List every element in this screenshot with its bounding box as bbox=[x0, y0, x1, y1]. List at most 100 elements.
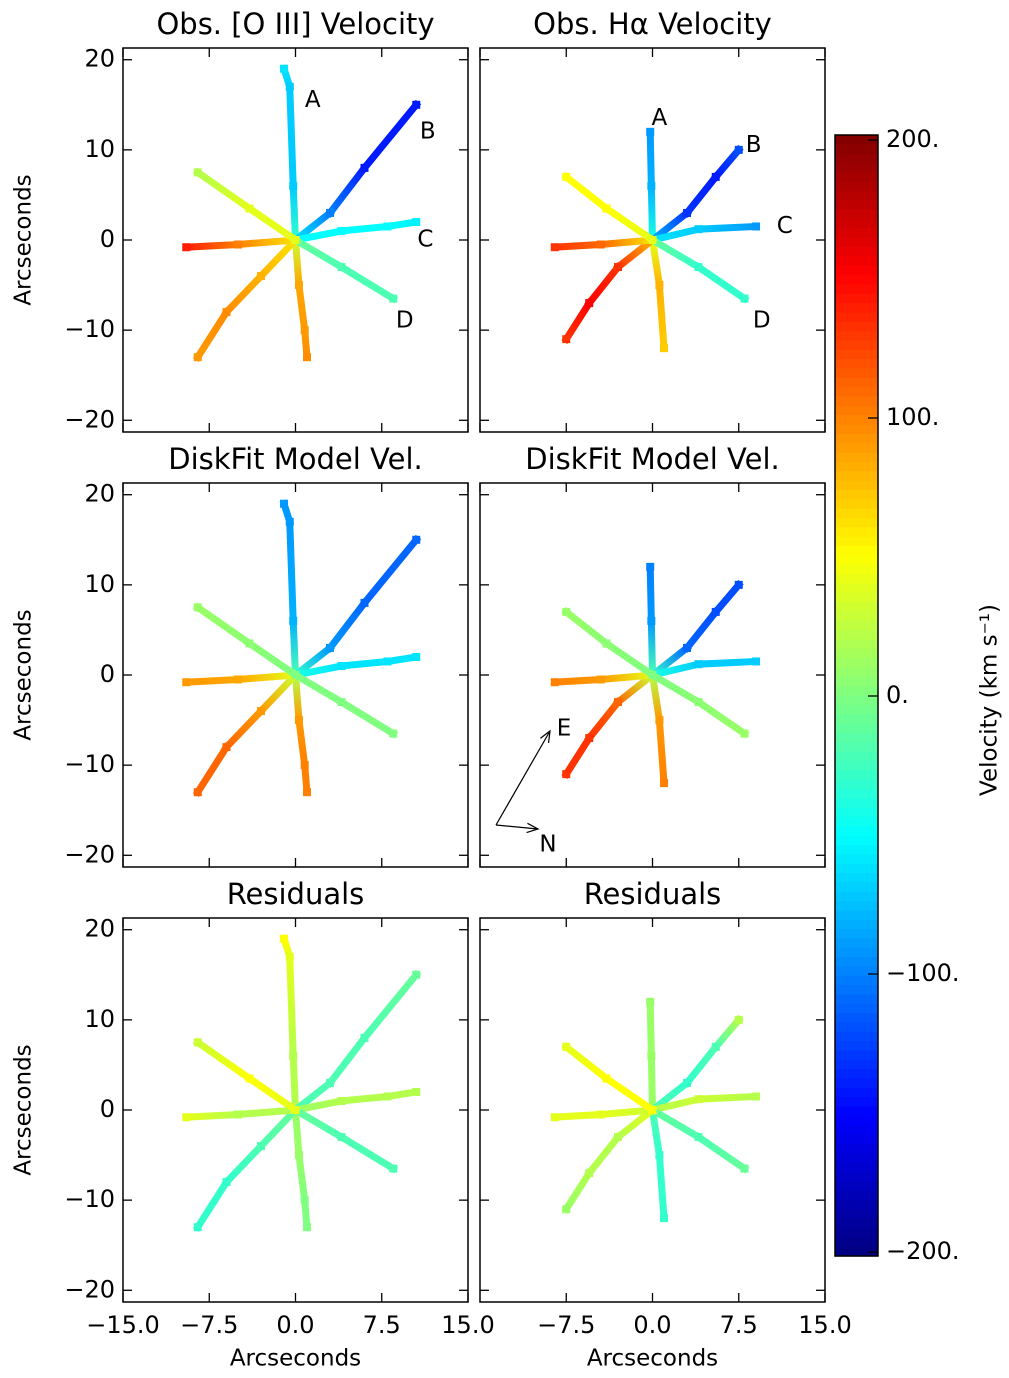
slit-segment bbox=[244, 1073, 301, 1115]
slit-pixel bbox=[655, 716, 664, 725]
slit-pixel bbox=[182, 678, 191, 687]
slit-segment bbox=[561, 171, 612, 214]
colorbar-strip bbox=[835, 1125, 878, 1136]
y-tick-label: 10 bbox=[84, 570, 115, 598]
slit-label: A bbox=[652, 105, 668, 131]
x-tick-label: −15.0 bbox=[86, 1311, 160, 1339]
colorbar-strip bbox=[835, 153, 878, 164]
slit-segment bbox=[337, 1092, 392, 1105]
colorbar-strip bbox=[835, 443, 878, 454]
y-axis-label: Arcseconds bbox=[11, 609, 37, 740]
slit-pixel bbox=[647, 181, 656, 190]
slit-segment bbox=[221, 1141, 266, 1188]
colorbar-strip bbox=[835, 471, 878, 482]
slit-segment bbox=[710, 579, 744, 617]
colorbar-strip bbox=[835, 359, 878, 370]
colorbar-strip bbox=[835, 872, 878, 883]
slit-segment bbox=[561, 1041, 612, 1084]
slit-pixel bbox=[193, 353, 202, 362]
slit-segment bbox=[693, 262, 750, 304]
colorbar-strip bbox=[835, 919, 878, 930]
slit-pixel bbox=[294, 716, 303, 725]
slit-segment bbox=[561, 1168, 595, 1214]
colorbar-strip bbox=[835, 732, 878, 743]
x-tick-label: −7.5 bbox=[180, 1311, 238, 1339]
slit-pixel bbox=[694, 225, 703, 234]
slit-pixel bbox=[389, 1164, 398, 1173]
colorbar-strip bbox=[835, 321, 878, 332]
colorbar-strip bbox=[835, 144, 878, 155]
slit-pixel bbox=[602, 204, 611, 213]
slit-pixel bbox=[326, 208, 334, 217]
colorbar-strip bbox=[835, 1069, 878, 1080]
slit-pixel bbox=[647, 1051, 656, 1060]
slit-segment bbox=[613, 235, 658, 272]
colorbar-strip bbox=[835, 247, 878, 258]
colorbar-strip bbox=[835, 704, 878, 715]
y-tick-label: 0 bbox=[100, 660, 115, 688]
slit-pixel bbox=[648, 236, 657, 244]
slit-pixel bbox=[326, 643, 334, 652]
slit-segment bbox=[561, 606, 612, 649]
slit-pixel bbox=[412, 652, 421, 661]
slit-segment bbox=[596, 1106, 657, 1119]
slit-pixel bbox=[182, 1113, 191, 1122]
colorbar-strip bbox=[835, 518, 878, 528]
slit-segment bbox=[337, 222, 392, 235]
colorbar-strip bbox=[835, 592, 878, 603]
slit-segment bbox=[648, 671, 664, 725]
compass-label: E bbox=[557, 716, 572, 742]
slit-pixel bbox=[412, 1087, 421, 1096]
slit-segment bbox=[290, 1105, 347, 1142]
slit-pixel bbox=[740, 1164, 749, 1173]
slit-label: B bbox=[746, 132, 762, 158]
slit-segment bbox=[584, 1132, 623, 1179]
slit-pixel bbox=[648, 1106, 657, 1114]
slit-pixel bbox=[234, 675, 242, 684]
slit-pixel bbox=[550, 1113, 559, 1122]
slit-segment bbox=[596, 671, 657, 684]
x-tick-label: −7.5 bbox=[537, 1311, 595, 1339]
slit-pixel bbox=[245, 1074, 254, 1083]
colorbar-strip bbox=[835, 798, 878, 809]
slit-segment bbox=[561, 733, 595, 779]
slit-pixel bbox=[291, 236, 300, 244]
colorbar-strip bbox=[835, 760, 878, 771]
slit-label: D bbox=[396, 308, 414, 334]
y-axis-label: Arcseconds bbox=[11, 1044, 37, 1175]
slit-pixel bbox=[337, 1133, 346, 1142]
colorbar-strip bbox=[835, 135, 878, 145]
colorbar-strip bbox=[835, 303, 878, 314]
slit-pixel bbox=[602, 1074, 611, 1083]
x-tick-label: 0.0 bbox=[276, 1311, 314, 1339]
colorbar-strip bbox=[835, 770, 878, 781]
y-tick-label: 20 bbox=[84, 915, 115, 943]
slit-pixel bbox=[711, 172, 720, 181]
slit-pixel bbox=[337, 661, 346, 670]
colorbar-strip bbox=[835, 312, 878, 323]
slit-pixel bbox=[596, 675, 605, 684]
slit-pixel bbox=[562, 1042, 571, 1051]
slit-segment bbox=[290, 235, 347, 272]
slit-segment bbox=[291, 671, 303, 724]
slit-segment bbox=[359, 534, 422, 608]
x-axis-label: Arcseconds bbox=[230, 1346, 361, 1372]
y-tick-label: 10 bbox=[84, 1005, 115, 1033]
colorbar-strip bbox=[835, 667, 878, 678]
slit-pixel bbox=[222, 743, 231, 752]
colorbar-strip bbox=[835, 844, 878, 855]
slit-segment bbox=[295, 716, 309, 770]
slit-pixel bbox=[694, 263, 703, 272]
colorbar-strip bbox=[835, 630, 878, 641]
colorbar-strip bbox=[835, 1246, 878, 1257]
colorbar-strip bbox=[835, 536, 878, 547]
slit-pixel bbox=[389, 729, 398, 738]
slit-pixel bbox=[193, 1223, 202, 1232]
slit-pixel bbox=[383, 1092, 392, 1101]
slit-pixel bbox=[337, 263, 346, 272]
slit-segment bbox=[291, 236, 303, 289]
colorbar-strip bbox=[835, 1106, 878, 1117]
colorbar-strip bbox=[835, 779, 878, 790]
slit-segment bbox=[601, 638, 658, 680]
